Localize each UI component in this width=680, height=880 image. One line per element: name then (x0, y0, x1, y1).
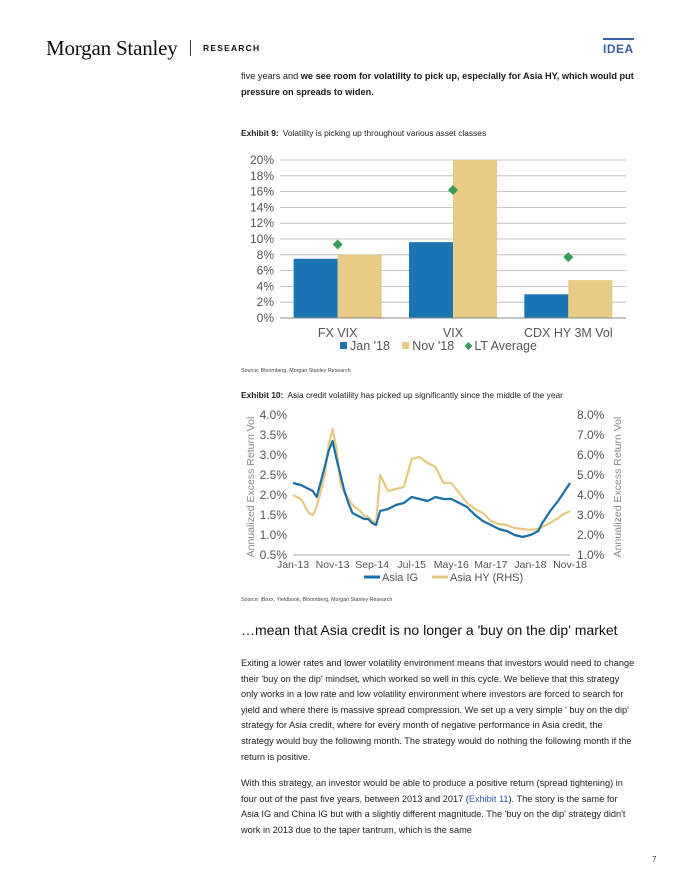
section-heading: …mean that Asia credit is no longer a 'b… (241, 622, 618, 638)
y-tick-label: 3.5% (260, 428, 288, 442)
y2-tick-label: 6.0% (577, 448, 605, 462)
exhibit9-title: Exhibit 9: Volatility is picking up throu… (241, 128, 486, 138)
bar (293, 258, 338, 318)
legend-label: Asia HY (RHS) (450, 572, 523, 584)
legend-swatch (402, 342, 410, 349)
y-tick-label: 2.0% (260, 488, 288, 502)
x-tick-label: Jan-13 (277, 559, 309, 571)
legend-label: LT Average (474, 339, 537, 353)
y2-axis-label: Annualized Excess Return Vol (612, 417, 624, 558)
page-number: 7 (652, 855, 657, 864)
x-tick-label: Nov-13 (316, 559, 350, 571)
bar (453, 160, 497, 318)
y-tick-label: 10% (250, 232, 274, 246)
body-paragraph-1: Exiting a lower rates and lower volatili… (241, 658, 635, 762)
asia-ig-line (292, 439, 571, 539)
exhibit11-link[interactable]: Exhibit 11 (468, 793, 509, 804)
y2-tick-label: 7.0% (577, 428, 605, 442)
y-tick-label: 2.5% (260, 468, 288, 482)
exhibit10-number: Exhibit 10: (241, 390, 284, 400)
y-tick-label: 14% (250, 200, 274, 214)
legend-swatch (340, 342, 347, 349)
bar (524, 294, 569, 318)
y-tick-label: 20% (250, 153, 274, 167)
exhibit9-number: Exhibit 9: (241, 128, 279, 138)
y2-tick-label: 5.0% (577, 468, 605, 482)
y2-tick-label: 2.0% (577, 528, 605, 542)
morgan-stanley-logo: Morgan Stanley (46, 36, 178, 60)
idea-rule (603, 38, 634, 40)
intro-paragraph: five years and we see room for volatilit… (241, 68, 641, 100)
y-tick-label: 8% (257, 248, 275, 262)
y-tick-label: 0% (257, 311, 275, 325)
x-tick-label: May-16 (434, 559, 469, 571)
page-header: Morgan Stanley RESEARCH IDEA (0, 0, 680, 70)
x-tick-label: Jul-15 (397, 559, 426, 571)
exhibit9-source: Source: Bloomberg, Morgan Stanley Resear… (241, 368, 351, 374)
x-tick-label: FX VIX (318, 326, 358, 340)
y-tick-label: 16% (250, 185, 274, 199)
y-tick-label: 2% (257, 295, 275, 309)
lt-average-marker (448, 185, 458, 196)
y-tick-label: 18% (250, 169, 274, 183)
legend-label: Asia IG (382, 572, 418, 584)
y-tick-label: 12% (250, 216, 274, 230)
x-tick-label: Sep-14 (355, 559, 389, 571)
y-tick-label: 1.0% (260, 528, 288, 542)
legend-label: Jan '18 (350, 339, 390, 353)
lt-average-marker (563, 252, 574, 263)
body-paragraph-2: With this strategy, an investor would be… (241, 776, 636, 838)
y-tick-label: 4% (257, 279, 275, 293)
x-tick-label: Nov-18 (553, 559, 587, 571)
bar (337, 254, 382, 318)
x-tick-label: VIX (443, 326, 464, 340)
lt-average-marker (332, 239, 343, 250)
y-axis-label: Annualized Excess Return Vol (245, 417, 257, 558)
x-tick-label: Jan-18 (514, 559, 546, 571)
exhibit10-caption: Asia credit volatility has picked up sig… (287, 390, 563, 400)
bar (568, 280, 613, 318)
y-tick-label: 3.0% (260, 448, 288, 462)
intro-bold: we see room for volatility to pick up, e… (241, 71, 634, 97)
exhibit10-source: Source: iBoxx, Yieldbook, Bloomberg, Mor… (241, 597, 393, 603)
y-tick-label: 4.0% (260, 408, 288, 422)
exhibit9-caption: Volatility is picking up throughout vari… (282, 128, 487, 138)
intro-plain: five years and (241, 71, 301, 81)
legend-label: Nov '18 (412, 339, 454, 353)
x-tick-label: CDX HY 3M Vol (524, 326, 613, 340)
exhibit10-line-chart: 0.5% 1.0% 1.5% 2.0% 2.5% 3.0% 3.5% 4.0% 1.0% 2.0%… (245, 408, 624, 584)
header-divider (190, 40, 191, 56)
y2-tick-label: 3.0% (577, 508, 605, 522)
y2-tick-label: 8.0% (577, 408, 605, 422)
y-tick-label: 1.5% (260, 508, 288, 522)
paragraph2-text-end: ). The story is the same for Asia IG and… (241, 793, 626, 835)
legend-swatch (464, 342, 473, 350)
bar (409, 242, 453, 318)
research-label: RESEARCH (203, 43, 261, 53)
exhibit10-title: Exhibit 10: Asia credit volatility has pi… (241, 390, 563, 400)
asia-hy-line (292, 427, 571, 532)
paragraph2-text-start: With this strategy, an investor would be… (241, 778, 623, 804)
idea-badge: IDEA (603, 42, 634, 56)
y2-tick-label: 4.0% (577, 488, 605, 502)
y2-tick-label: 1.0% (577, 548, 605, 562)
x-tick-label: Mar-17 (474, 559, 507, 571)
exhibit9-bar-chart: 0% 2% 4%6% 8% 10% 12% 14%16% 18% 20% FX VIX VIX CDX… (250, 153, 626, 353)
y-tick-label: 0.5% (260, 548, 288, 562)
y-tick-label: 6% (257, 264, 275, 278)
